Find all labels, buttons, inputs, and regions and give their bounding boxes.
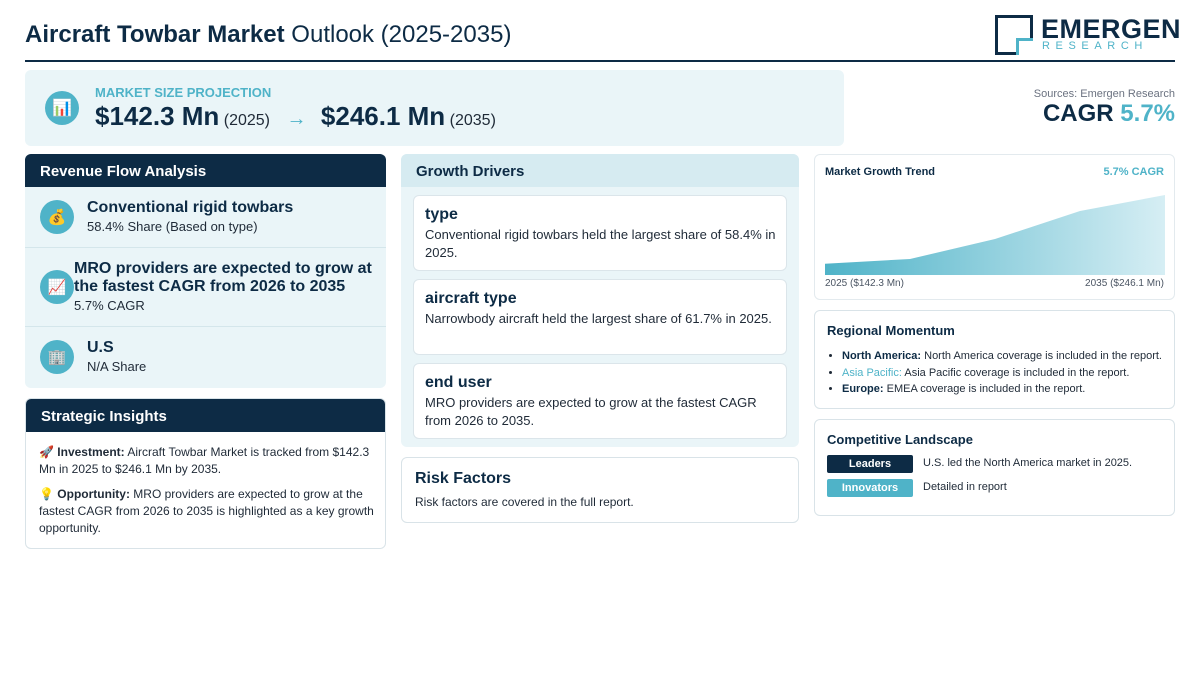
region-text: North America coverage is included in th…: [924, 350, 1162, 362]
revenue-flow-item: 🏢 U.S N/A Share: [25, 327, 386, 388]
growth-area-chart: [825, 195, 1165, 275]
revenue-flow-title: Revenue Flow Analysis: [25, 154, 386, 187]
revenue-flow-item-title: Conventional rigid towbars: [87, 199, 294, 216]
risk-factors-panel: Risk Factors Risk factors are covered in…: [401, 457, 799, 523]
market-growth-trend-card: Market Growth Trend 5.7% CAGR 2025 ($142…: [814, 154, 1175, 300]
chart-up-icon: 📈: [40, 270, 74, 304]
insight-label: Opportunity:: [57, 487, 130, 501]
money-bag-icon: 💰: [40, 200, 74, 234]
projection-end-value: $246.1 Mn: [320, 101, 446, 131]
competitive-landscape-title: Competitive Landscape: [827, 432, 973, 447]
region-name: Asia Pacific:: [842, 366, 902, 379]
projection-start-year: (2025): [223, 112, 270, 129]
competitive-landscape-panel: Competitive Landscape Leaders U.S. led t…: [814, 419, 1175, 516]
driver-card: type Conventional rigid towbars held the…: [413, 195, 787, 271]
insight-opportunity: 💡 Opportunity: MRO providers are expecte…: [39, 486, 379, 537]
logo-sub-text: RESEARCH: [1042, 40, 1148, 52]
bar-chart-icon: 📊: [45, 91, 79, 125]
driver-card-text: MRO providers are expected to grow at th…: [425, 395, 757, 428]
driver-card: aircraft type Narrowbody aircraft held t…: [413, 279, 787, 355]
risk-factors-text: Risk factors are covered in the full rep…: [415, 495, 634, 509]
growth-area-series: [825, 195, 1165, 275]
driver-card-title: end user: [425, 374, 492, 391]
competitive-row: Leaders U.S. led the North America marke…: [827, 455, 1167, 473]
driver-card-text: Narrowbody aircraft held the largest sha…: [425, 311, 772, 326]
header: Aircraft Towbar Market Outlook (2025-203…: [25, 12, 1181, 62]
strategic-insights-title: Strategic Insights: [26, 399, 385, 432]
emergen-logo: EMERGEN RESEARCH: [995, 14, 1181, 56]
region-name: Europe:: [842, 383, 884, 395]
driver-card-text: Conventional rigid towbars held the larg…: [425, 227, 776, 260]
lightbulb-icon: 💡: [39, 487, 54, 501]
region-name: North America:: [842, 350, 922, 362]
regional-item: Europe: EMEA coverage is included in the…: [842, 381, 1172, 398]
sources-text: Sources: Emergen Research: [1033, 88, 1175, 100]
insight-text: MRO providers are expected to grow at th…: [39, 487, 374, 535]
driver-card-title: aircraft type: [425, 290, 517, 307]
competitive-row: Innovators Detailed in report: [827, 479, 1167, 497]
building-icon: 🏢: [40, 340, 74, 374]
competitive-text: U.S. led the North America market in 202…: [923, 457, 1133, 469]
growth-drivers-panel: Growth Drivers type Conventional rigid t…: [401, 154, 799, 447]
logo-mark-icon: [995, 15, 1033, 55]
page-title-rest: Outlook (2025-2035): [291, 21, 512, 48]
revenue-flow-item-sub: 5.7% CAGR: [74, 298, 145, 313]
revenue-flow-item-sub: N/A Share: [87, 359, 147, 374]
revenue-flow-item: 📈 MRO providers are expected to grow at …: [25, 248, 386, 327]
rocket-icon: 🚀: [39, 445, 54, 459]
competitive-text: Detailed in report: [923, 481, 1007, 493]
cagr-label: CAGR: [1042, 100, 1114, 127]
projection-label: MARKET SIZE PROJECTION: [95, 85, 272, 100]
driver-card-title: type: [425, 206, 458, 223]
regional-item: Asia Pacific: Asia Pacific coverage is i…: [842, 365, 1172, 382]
market-size-projection: 📊 MARKET SIZE PROJECTION $142.3 Mn (2025…: [25, 70, 844, 146]
growth-drivers-title: Growth Drivers: [401, 154, 799, 187]
logo-main-text: EMERGEN: [1041, 14, 1182, 44]
revenue-flow-item: 💰 Conventional rigid towbars 58.4% Share…: [25, 187, 386, 248]
regional-item: North America: North America coverage is…: [842, 348, 1172, 365]
revenue-flow-item-sub: 58.4% Share (Based on type): [87, 219, 258, 234]
page-title: Aircraft Towbar Market Outlook (2025-203…: [25, 21, 511, 49]
insight-investment: 🚀 Investment: Aircraft Towbar Market is …: [39, 444, 379, 478]
region-text: Asia Pacific coverage is included in the…: [904, 366, 1130, 379]
regional-list: North America: North America coverage is…: [842, 348, 1172, 398]
projection-start-value: $142.3 Mn: [95, 101, 220, 131]
insight-text: Aircraft Towbar Market is tracked from $…: [39, 445, 370, 476]
cagr-headline: CAGR 5.7%: [1043, 100, 1175, 128]
risk-factors-title: Risk Factors: [415, 470, 512, 487]
revenue-flow-item-title: MRO providers are expected to grow at th…: [74, 260, 372, 295]
arrow-right-icon: →: [286, 108, 307, 130]
innovators-badge: Innovators: [827, 479, 913, 497]
revenue-flow-item-title: U.S: [87, 339, 114, 356]
regional-momentum-panel: Regional Momentum North America: North A…: [814, 310, 1175, 409]
strategic-insights-panel: Strategic Insights 🚀 Investment: Aircraf…: [25, 398, 386, 549]
cagr-value: 5.7%: [1120, 100, 1175, 127]
page-title-bold: Aircraft Towbar Market: [25, 21, 285, 48]
leaders-badge: Leaders: [827, 455, 913, 473]
projection-values: $142.3 Mn (2025) → $246.1 Mn (2035): [95, 101, 496, 132]
projection-end-year: (2035): [449, 112, 496, 129]
insight-label: Investment:: [57, 445, 125, 459]
trend-end-label: 2035 ($246.1 Mn): [1085, 278, 1164, 289]
trend-cagr: 5.7% CAGR: [1103, 166, 1164, 178]
driver-card: end user MRO providers are expected to g…: [413, 363, 787, 439]
trend-title: Market Growth Trend: [825, 166, 936, 178]
region-text: EMEA coverage is included in the report.: [886, 383, 1086, 395]
trend-start-label: 2025 ($142.3 Mn): [825, 278, 904, 289]
regional-momentum-title: Regional Momentum: [827, 323, 955, 338]
revenue-flow-panel: Revenue Flow Analysis 💰 Conventional rig…: [25, 154, 386, 388]
